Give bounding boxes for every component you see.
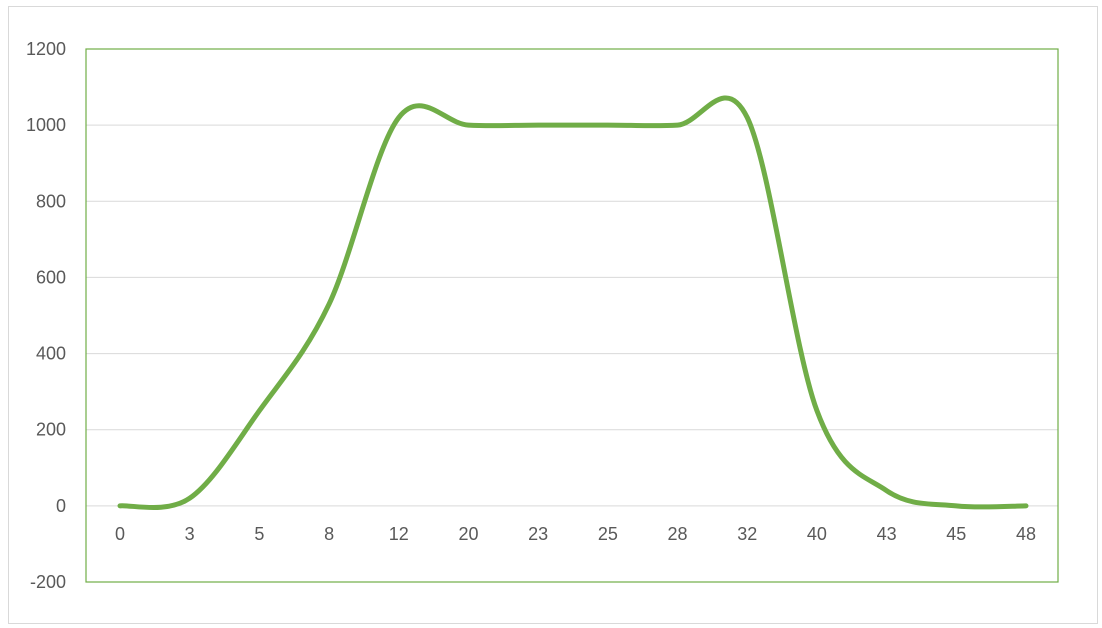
x-tick-label: 3	[185, 524, 195, 544]
x-tick-label: 5	[254, 524, 264, 544]
data-point	[257, 408, 262, 413]
y-tick-label: 200	[36, 420, 66, 440]
data-point	[118, 503, 123, 508]
x-tick-label: 32	[737, 524, 757, 544]
x-tick-label: 0	[115, 524, 125, 544]
data-point	[327, 302, 332, 307]
data-point	[1024, 503, 1029, 508]
data-point	[745, 115, 750, 120]
data-point	[536, 123, 541, 128]
data-point	[675, 123, 680, 128]
x-tick-label: 45	[946, 524, 966, 544]
series-layer	[117, 95, 1029, 511]
y-tick-label: -200	[30, 572, 66, 592]
series-line	[117, 95, 1029, 511]
data-point	[466, 123, 471, 128]
data-point	[187, 496, 192, 501]
y-tick-label: 400	[36, 344, 66, 364]
x-tick-label: 8	[324, 524, 334, 544]
x-tick-label: 23	[528, 524, 548, 544]
y-tick-label: 0	[56, 496, 66, 516]
x-tick-label: 25	[598, 524, 618, 544]
data-point	[954, 503, 959, 508]
x-tick-label: 20	[458, 524, 478, 544]
y-tick-label: 1200	[26, 39, 66, 59]
line-chart: -200 0 200 400 600 800 1000 1200 0 3 5 8 12 20 23 25 28 3…	[26, 39, 1059, 592]
x-tick-label: 12	[389, 524, 409, 544]
data-point	[605, 123, 610, 128]
x-tick-label: 48	[1016, 524, 1036, 544]
y-tick-label: 800	[36, 191, 66, 211]
axes: -200 0 200 400 600 800 1000 1200 0 3 5 8 12 20 23 25 28 3…	[26, 39, 1059, 592]
x-tick-label: 40	[807, 524, 827, 544]
data-point	[814, 408, 819, 413]
y-tick-label: 1000	[26, 115, 66, 135]
plot-area-border	[85, 48, 1059, 583]
x-tick-label: 43	[877, 524, 897, 544]
chart-area: -200 0 200 400 600 800 1000 1200 0 3 5 8 12 20 23 25 28 3…	[8, 6, 1098, 624]
data-point	[396, 115, 401, 120]
x-tick-label: 28	[668, 524, 688, 544]
data-point	[884, 488, 889, 493]
y-tick-label: 600	[36, 267, 66, 287]
